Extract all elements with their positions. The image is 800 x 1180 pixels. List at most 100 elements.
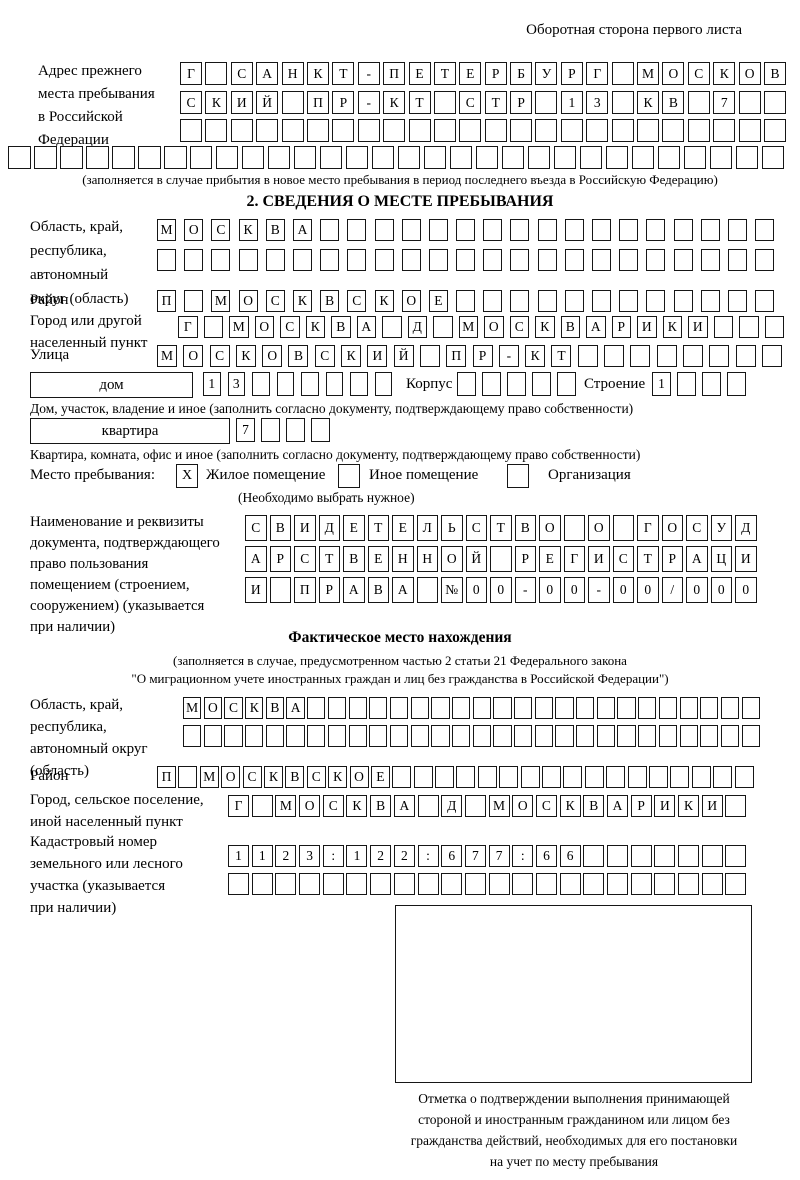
char-box	[184, 290, 204, 312]
char-box	[346, 873, 368, 895]
char-box: Р	[560, 62, 583, 85]
char-box	[763, 119, 786, 142]
char-box	[734, 766, 754, 788]
char-box: Ь	[441, 515, 463, 541]
char-box: И	[367, 345, 388, 367]
option-org-label: Организация	[548, 467, 631, 483]
char-box	[763, 91, 786, 114]
label-line: Область, край,	[30, 219, 124, 235]
char-box	[553, 146, 577, 169]
char-box: С	[211, 219, 231, 241]
char-box	[755, 249, 775, 271]
char-box: Й	[393, 345, 414, 367]
label-line: места пребывания	[38, 86, 155, 102]
fact-oblast-label: Область, край, республика, автономный окру…	[30, 694, 148, 782]
char-box: М	[157, 345, 177, 367]
char-box	[484, 119, 507, 142]
char-box: :	[512, 845, 534, 867]
char-box: 0	[465, 577, 487, 603]
char-box	[702, 372, 721, 396]
char-box: М	[183, 697, 202, 719]
char-box	[592, 249, 611, 271]
char-box: Р	[472, 345, 493, 367]
char-box: 1	[652, 372, 671, 396]
char-box	[203, 725, 222, 747]
char-box	[417, 795, 439, 817]
gorod-label: Город или другой населенный пункт	[30, 310, 147, 354]
char-box: В	[265, 219, 285, 241]
char-box	[111, 146, 135, 169]
char-box: К	[374, 290, 394, 312]
char-box	[617, 725, 636, 747]
char-box	[586, 119, 609, 142]
char-box	[435, 766, 455, 788]
char-box	[592, 290, 611, 312]
char-box	[433, 91, 456, 114]
checkbox-inoe[interactable]	[338, 464, 360, 488]
char-box	[691, 766, 711, 788]
char-box: Е	[370, 766, 390, 788]
char-box: Й	[256, 91, 279, 114]
label-line: сооружением) (указывается	[30, 598, 205, 614]
char-box: 3	[227, 372, 245, 396]
char-box: О	[512, 795, 534, 817]
char-box: С	[230, 62, 253, 85]
char-box: И	[588, 546, 610, 572]
label-line: Область, край,	[30, 697, 124, 713]
char-box: Н	[392, 546, 414, 572]
char-box	[607, 873, 628, 895]
char-box: Р	[269, 546, 291, 572]
char-box: Т	[490, 515, 512, 541]
char-box: С	[535, 795, 557, 817]
label-line: Наименование и реквизиты	[30, 514, 204, 530]
char-box: 0	[637, 577, 659, 603]
char-box: Р	[661, 546, 683, 572]
char-box	[619, 249, 639, 271]
char-box	[251, 795, 273, 817]
char-box	[738, 119, 761, 142]
char-box: Е	[367, 546, 389, 572]
char-box: 2	[393, 845, 415, 867]
char-box: О	[662, 62, 685, 85]
char-box	[408, 119, 431, 142]
char-box	[348, 725, 367, 747]
char-box: С	[465, 515, 487, 541]
char-box	[510, 290, 530, 312]
char-box	[215, 146, 239, 169]
char-box	[638, 725, 657, 747]
mesto-label: Место пребывания:	[30, 467, 155, 483]
char-box: О	[661, 515, 683, 541]
char-box: А	[256, 62, 279, 85]
char-box: Е	[392, 515, 414, 541]
char-box	[727, 219, 747, 241]
char-box	[477, 766, 497, 788]
char-box	[646, 219, 666, 241]
char-box	[472, 725, 491, 747]
char-box: И	[230, 91, 253, 114]
char-box	[183, 725, 202, 747]
char-box	[700, 219, 720, 241]
korpus-number-row	[457, 372, 576, 396]
checkbox-zhiloe[interactable]: X	[176, 464, 198, 488]
char-box	[392, 766, 412, 788]
char-box	[646, 249, 666, 271]
char-box: К	[525, 345, 546, 367]
char-box	[662, 119, 685, 142]
char-box	[238, 249, 258, 271]
char-box	[490, 546, 512, 572]
char-box: 1	[251, 845, 273, 867]
label-line: Адрес прежнего	[38, 63, 142, 79]
char-box	[592, 219, 611, 241]
char-box	[456, 249, 476, 271]
char-box	[59, 146, 83, 169]
char-box	[211, 249, 231, 271]
checkbox-organizaciya[interactable]	[507, 464, 529, 488]
char-box: Л	[416, 515, 438, 541]
char-box	[682, 345, 703, 367]
char-box: Е	[539, 546, 561, 572]
char-box	[389, 725, 409, 747]
char-box	[184, 249, 204, 271]
kvartira-number-row: 7	[236, 418, 330, 442]
char-box: М	[637, 62, 660, 85]
char-box: К	[245, 697, 264, 719]
